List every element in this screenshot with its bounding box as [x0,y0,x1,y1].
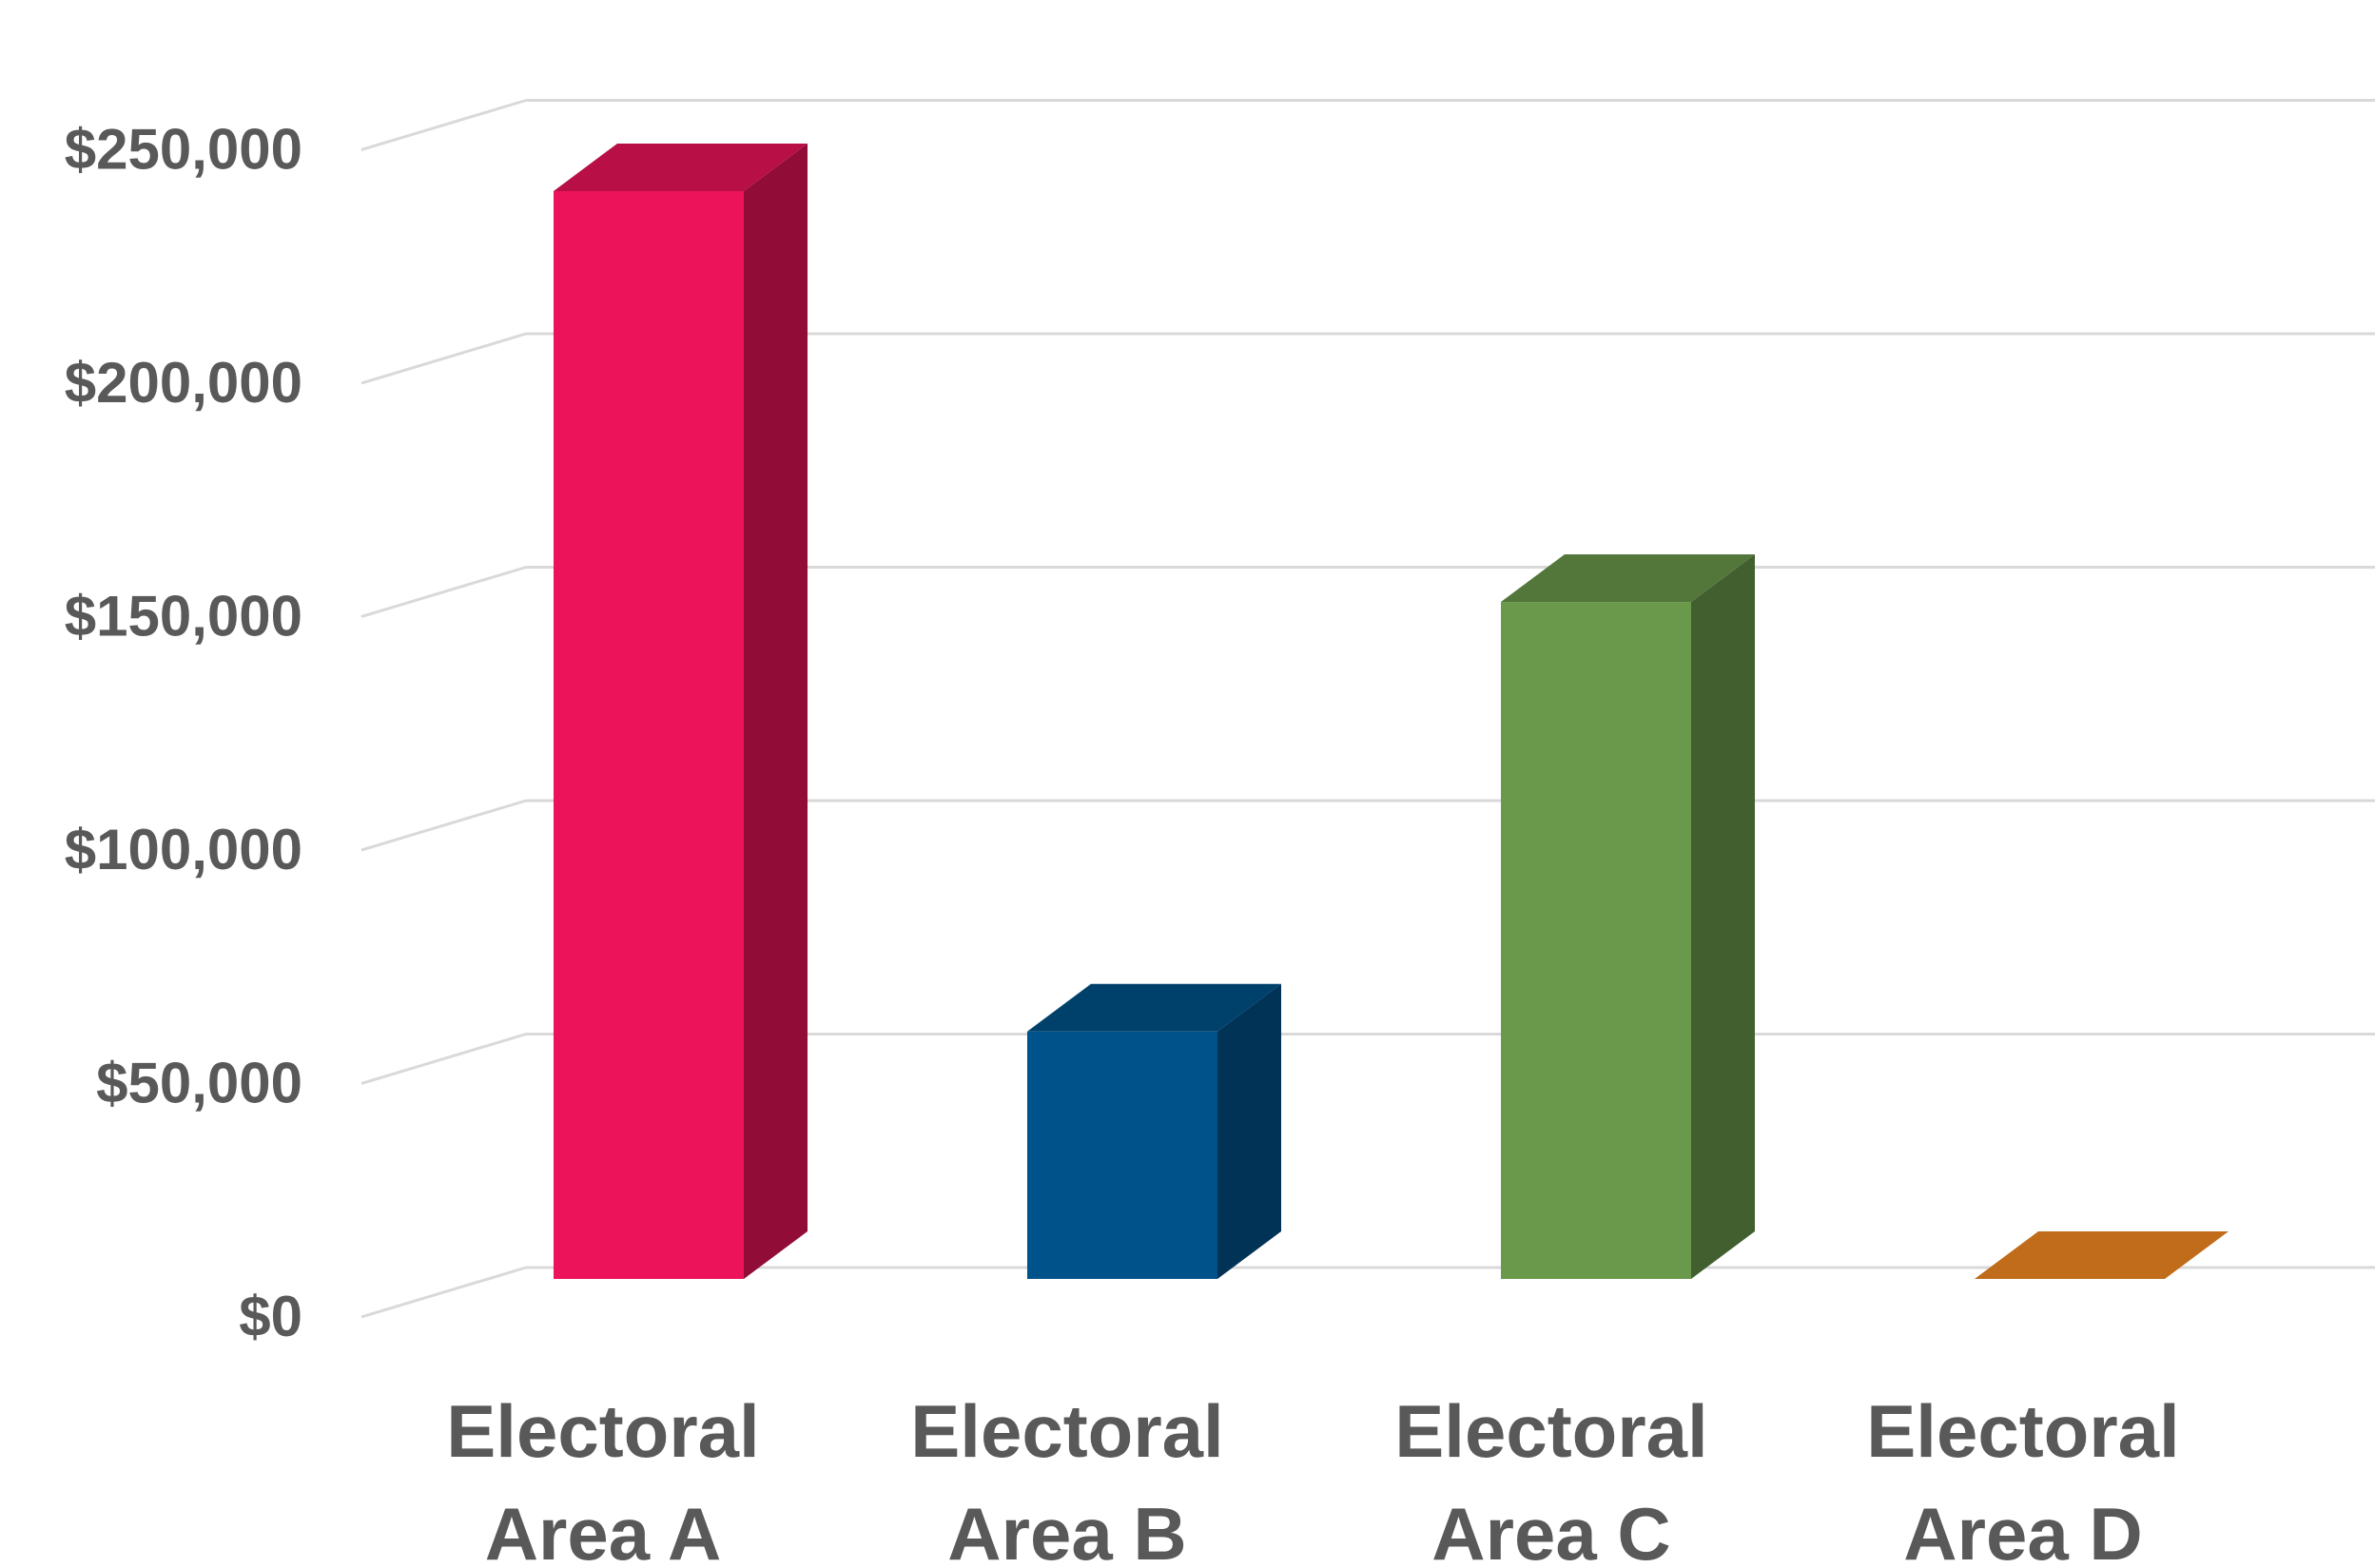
x-category-label-line: Area A [485,1492,722,1568]
x-category-label-line: Electoral [1866,1389,2179,1473]
x-category-label: Electoral Area B [910,1389,1223,1568]
x-category-label-line: Electoral [1394,1389,1707,1473]
y-tick-label: $150,000 [65,585,302,648]
x-category-label: Electoral Area A [446,1389,759,1568]
bar-side-face [744,143,808,1280]
x-category-label: Electoral Area D [1866,1389,2179,1568]
bar-3d [554,143,808,1280]
x-category-label-line: Electoral [910,1389,1223,1473]
bar-side-face [1217,983,1281,1279]
x-category-label-line: Area C [1431,1492,1670,1568]
gridline-side [360,1266,527,1319]
gridline-side [360,1033,527,1085]
y-tick-label: $100,000 [65,818,302,881]
bar-3d [1027,983,1281,1279]
x-axis-category-labels: Electoral Area A Electoral Area B Electoral A… [446,1389,2179,1568]
y-tick-label: $200,000 [65,351,302,415]
bar-top-face [1501,554,1755,603]
x-category-label: Electoral Area C [1394,1389,1707,1568]
x-category-label-line: Area D [1903,1492,2142,1568]
bar-top-face [1027,983,1281,1032]
bar-side-face [1691,554,1755,1279]
y-axis-tick-labels: $0 $50,000 $100,000 $150,000 $200,000 $250,00… [65,118,302,1349]
x-category-label-line: Area B [947,1492,1186,1568]
gridline-side [360,99,527,151]
bar [1501,602,1691,1279]
bar [554,190,744,1280]
y-tick-label: $50,000 [96,1052,302,1115]
bar-top-face [1975,1231,2229,1279]
bar-3d [1501,554,1755,1279]
bar-3d [1975,1231,2229,1279]
bar-top-face [554,143,808,191]
gridline-side [360,566,527,618]
gridline-side [360,332,527,385]
y-tick-label: $250,000 [65,118,302,182]
x-category-label-line: Electoral [446,1389,759,1473]
chart-gridlines [360,99,2375,1319]
gridline-side [360,799,527,852]
y-tick-label: $0 [239,1285,302,1348]
chart-bars [554,143,2229,1280]
bar [1027,1031,1217,1279]
